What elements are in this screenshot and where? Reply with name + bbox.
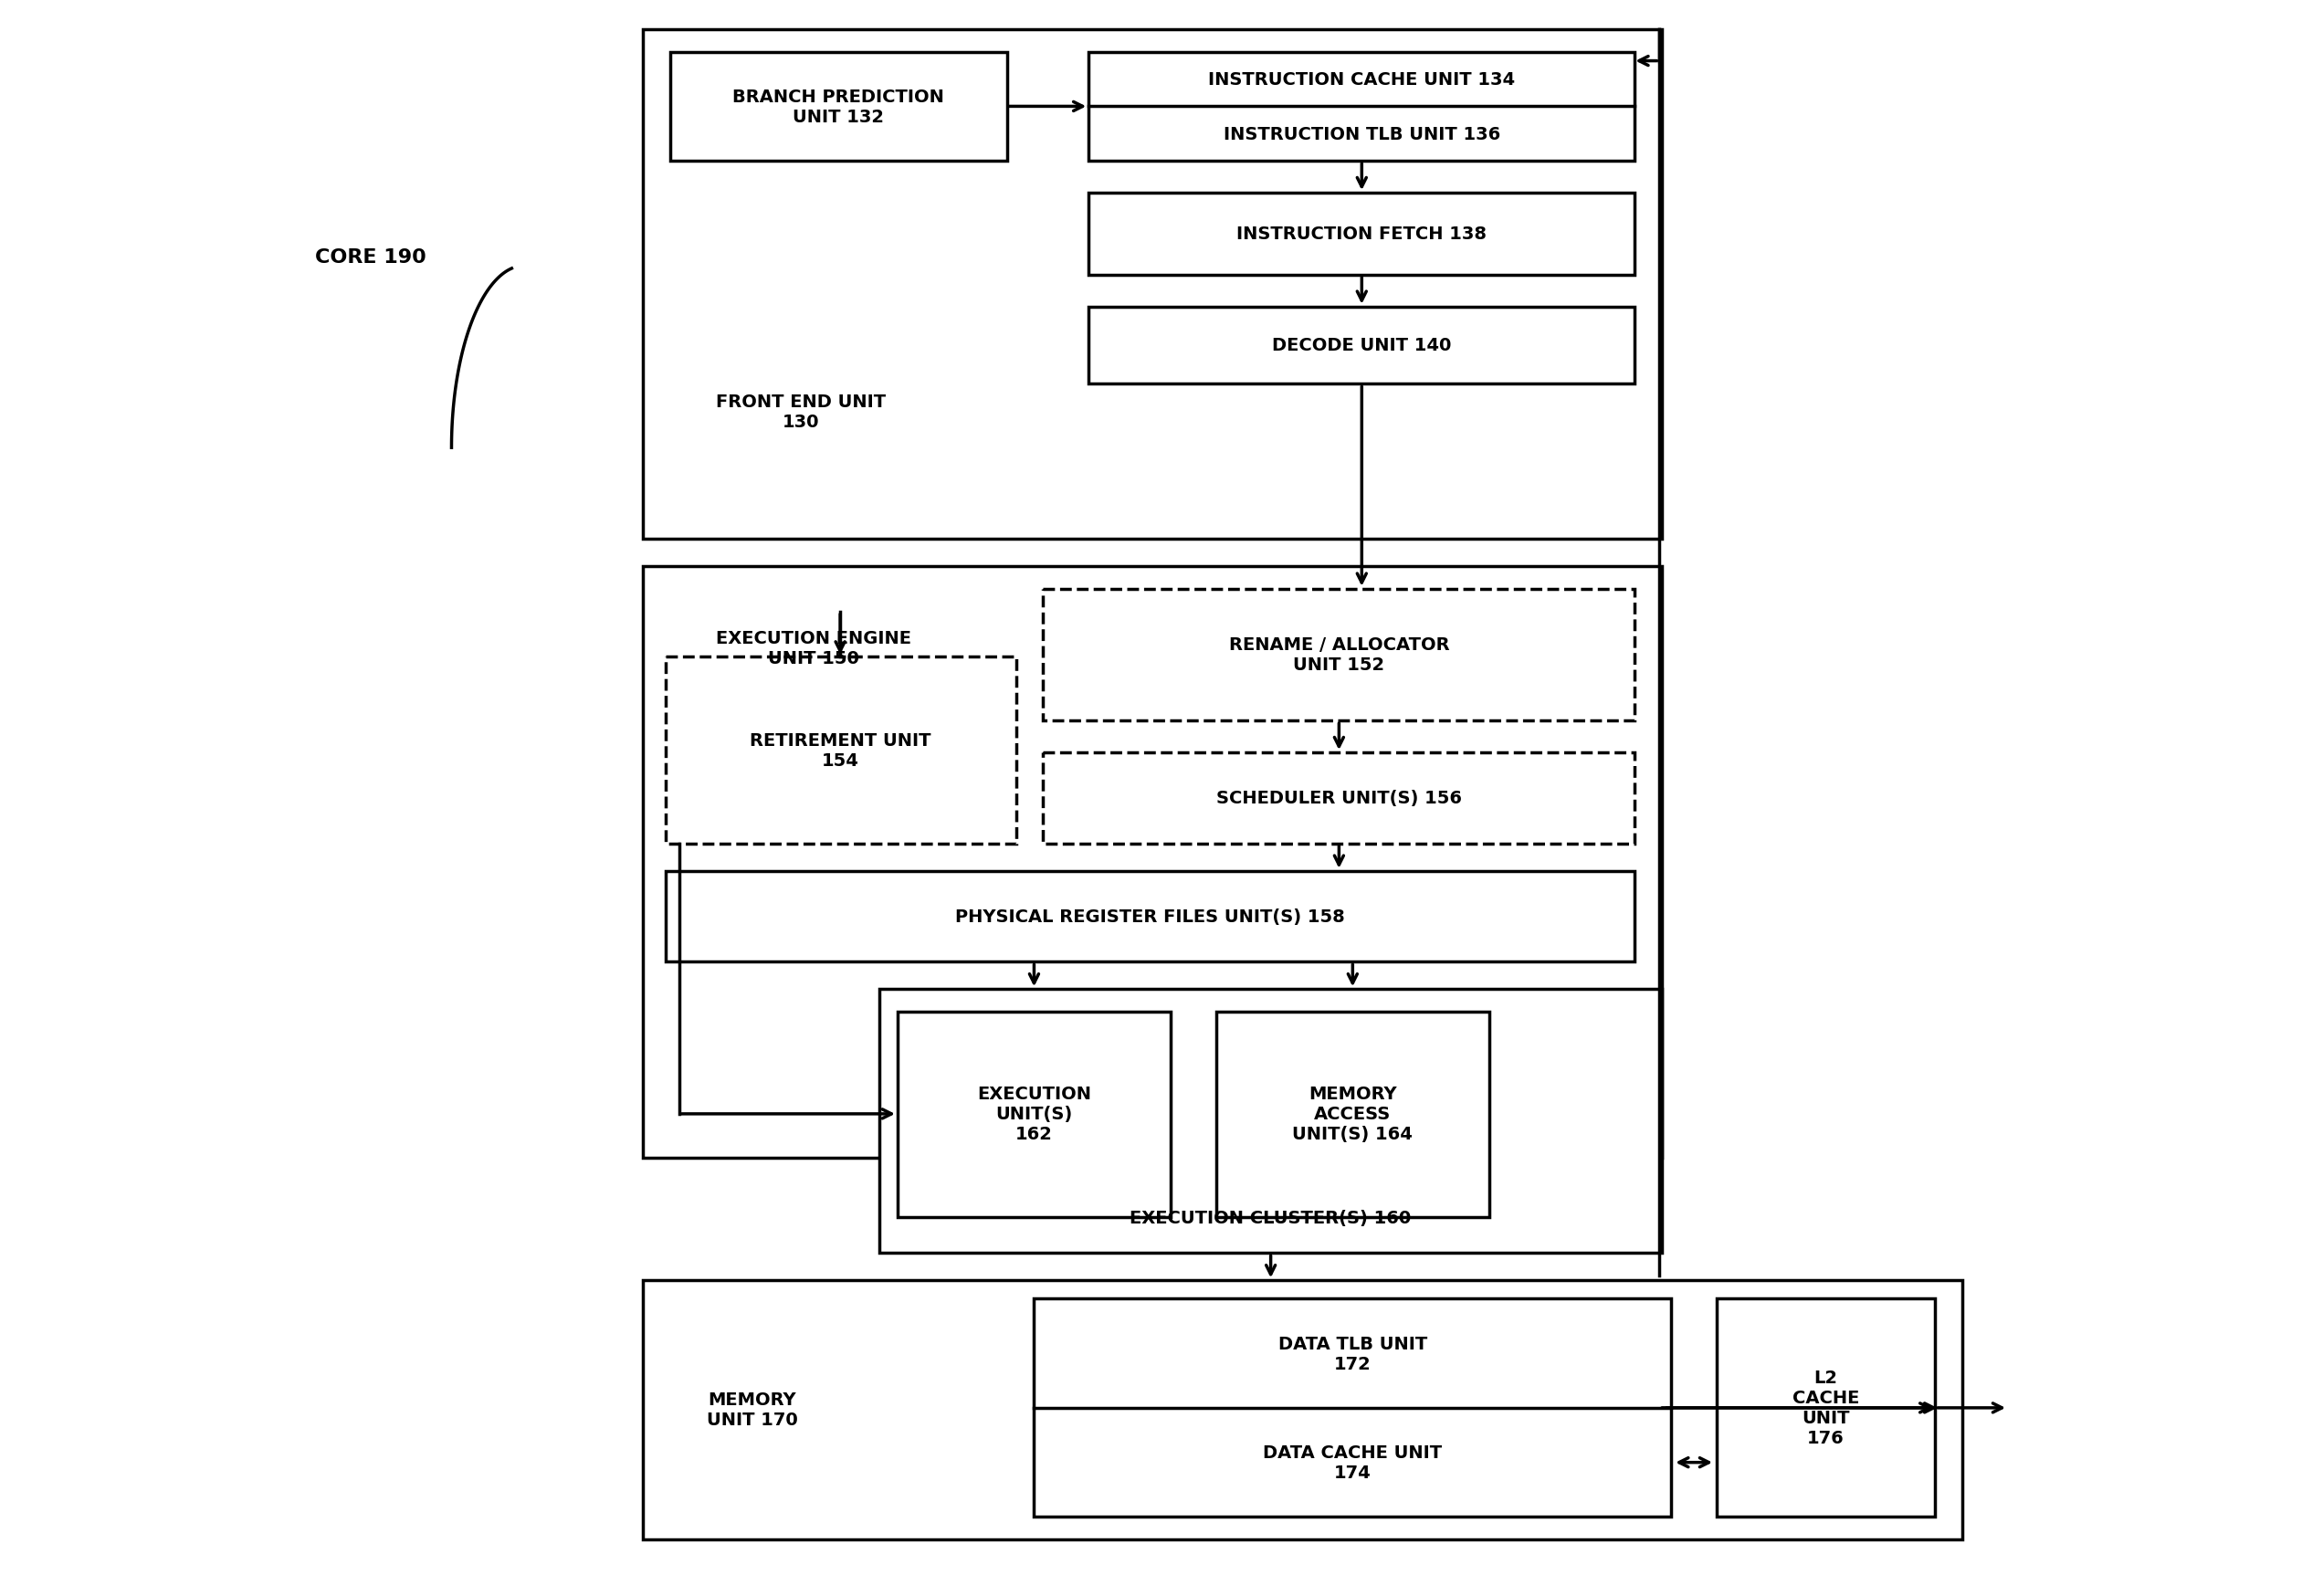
Text: DECODE UNIT 140: DECODE UNIT 140: [1273, 337, 1452, 354]
Text: RENAME / ALLOCATOR
UNIT 152: RENAME / ALLOCATOR UNIT 152: [1229, 637, 1450, 674]
Bar: [1043, 753, 1635, 844]
Bar: [664, 871, 1635, 962]
Text: FRONT END UNIT
130: FRONT END UNIT 130: [715, 393, 885, 431]
Text: PHYSICAL REGISTER FILES UNIT(S) 158: PHYSICAL REGISTER FILES UNIT(S) 158: [955, 908, 1345, 926]
Text: BRANCH PREDICTION
UNIT 132: BRANCH PREDICTION UNIT 132: [732, 88, 943, 126]
Bar: [1043, 589, 1635, 721]
Bar: [643, 1280, 1963, 1540]
Bar: [1717, 1299, 1935, 1518]
Text: L2
CACHE
UNIT
176: L2 CACHE UNIT 176: [1793, 1369, 1858, 1446]
Text: DATA TLB UNIT
172: DATA TLB UNIT 172: [1278, 1334, 1426, 1373]
Text: INSTRUCTION FETCH 138: INSTRUCTION FETCH 138: [1236, 225, 1487, 243]
Bar: [664, 658, 1015, 844]
Bar: [643, 567, 1663, 1157]
Bar: [643, 30, 1663, 539]
Text: EXECUTION
UNIT(S)
162: EXECUTION UNIT(S) 162: [978, 1085, 1092, 1143]
Text: INSTRUCTION TLB UNIT 136: INSTRUCTION TLB UNIT 136: [1224, 126, 1501, 144]
Bar: [669, 53, 1006, 161]
Bar: [1089, 308, 1635, 385]
Bar: [1217, 1012, 1489, 1216]
Text: MEMORY
ACCESS
UNIT(S) 164: MEMORY ACCESS UNIT(S) 164: [1292, 1085, 1412, 1143]
Bar: [1034, 1299, 1670, 1518]
Text: DATA CACHE UNIT
174: DATA CACHE UNIT 174: [1264, 1444, 1443, 1481]
Text: RETIREMENT UNIT
154: RETIREMENT UNIT 154: [750, 731, 932, 769]
Bar: [897, 1012, 1171, 1216]
Text: INSTRUCTION CACHE UNIT 134: INSTRUCTION CACHE UNIT 134: [1208, 72, 1515, 88]
Bar: [1089, 193, 1635, 276]
Bar: [1089, 53, 1635, 161]
Text: EXECUTION ENGINE
UNIT 150: EXECUTION ENGINE UNIT 150: [715, 630, 911, 667]
Text: EXECUTION CLUSTER(S) 160: EXECUTION CLUSTER(S) 160: [1129, 1208, 1412, 1226]
Text: CORE 190: CORE 190: [316, 247, 425, 267]
Text: MEMORY
UNIT 170: MEMORY UNIT 170: [706, 1392, 797, 1428]
Bar: [880, 990, 1663, 1253]
Text: SCHEDULER UNIT(S) 156: SCHEDULER UNIT(S) 156: [1217, 790, 1461, 808]
